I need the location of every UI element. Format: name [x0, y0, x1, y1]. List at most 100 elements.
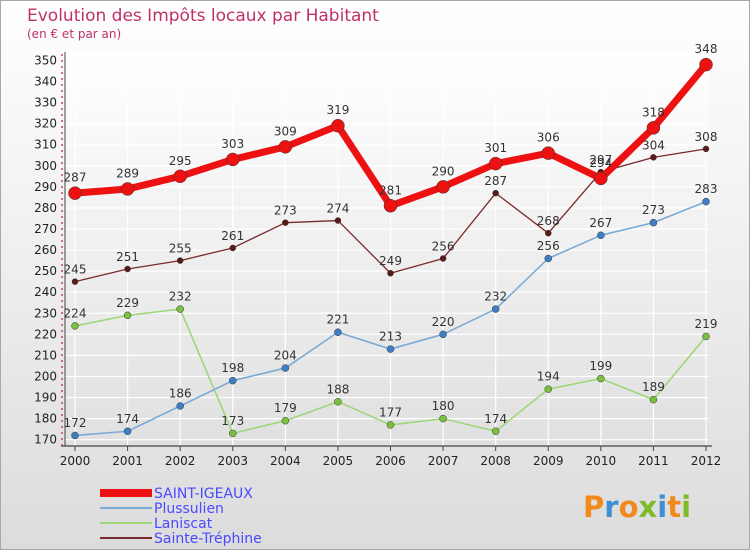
data-label-sainte-trephine: 304 — [642, 138, 665, 152]
data-label-sainte-trephine: 268 — [537, 214, 560, 228]
x-tick-labels: 2000 2001 2002 2003 2004 2005 2006 2007 2008 2009… — [60, 446, 721, 468]
y-tick-label: 190 — [34, 391, 57, 405]
y-tick-label: 210 — [34, 348, 57, 362]
logo-letter: t — [667, 490, 681, 524]
chart-title: Evolution des Impôts locaux par Habitant — [27, 6, 379, 26]
data-label-sainte-trephine: 297 — [589, 153, 612, 167]
data-point-sainte-trephine — [650, 154, 657, 161]
data-label-saint-igeaux: 295 — [169, 154, 192, 168]
data-point-laniscat — [334, 398, 342, 406]
x-tick-label: 2010 — [586, 454, 617, 468]
y-tick-label: 350 — [34, 53, 57, 67]
y-tick-labels: 170 180 190 200 210 220 230 240 250 260 270 280 290 3… — [34, 53, 57, 446]
data-point-laniscat — [281, 416, 290, 425]
data-label-plussulien: 213 — [379, 330, 402, 344]
data-label-laniscat: 177 — [379, 405, 402, 419]
data-label-sainte-trephine: 261 — [221, 229, 244, 243]
data-point-saint-igeaux — [594, 171, 608, 186]
data-point-saint-igeaux — [699, 57, 713, 72]
data-point-saint-igeaux — [436, 180, 450, 194]
data-point-laniscat — [491, 427, 500, 436]
chart-subtitle: (en € et par an) — [27, 27, 121, 41]
data-point-plussulien — [123, 427, 132, 436]
data-point-plussulien — [281, 364, 290, 372]
data-label-laniscat: 229 — [116, 296, 139, 310]
y-tick-label: 310 — [34, 138, 57, 152]
data-point-saint-igeaux — [383, 199, 398, 213]
data-label-saint-igeaux: 318 — [642, 105, 665, 119]
data-point-laniscat — [649, 395, 658, 404]
data-point-laniscat — [229, 429, 237, 438]
series-plussulien — [71, 197, 710, 440]
data-point-saint-igeaux — [541, 146, 555, 160]
data-point-saint-igeaux — [331, 118, 345, 133]
data-label-plussulien: 283 — [695, 182, 718, 196]
y-tick-label: 240 — [34, 285, 57, 299]
y-tick-label: 220 — [34, 327, 57, 341]
x-tick-label: 2006 — [375, 454, 406, 468]
y-tick-label: 320 — [34, 117, 57, 131]
data-label-sainte-trephine: 251 — [116, 250, 139, 264]
data-label-laniscat: 189 — [642, 380, 665, 394]
data-point-sainte-trephine — [492, 189, 499, 197]
data-label-sainte-trephine: 308 — [695, 130, 718, 144]
data-point-laniscat — [702, 332, 710, 341]
x-tick-label: 2009 — [533, 454, 564, 468]
logo-letter: i — [681, 490, 691, 524]
data-point-laniscat — [71, 322, 79, 330]
series-saint-igeaux — [68, 57, 713, 213]
data-label-saint-igeaux: 303 — [221, 137, 244, 151]
data-label-plussulien: 186 — [169, 386, 192, 400]
data-label-plussulien: 172 — [64, 416, 87, 430]
data-label-saint-igeaux: 319 — [326, 103, 349, 117]
data-point-plussulien — [439, 330, 447, 339]
legend-label-plussulien: Plussulien — [154, 501, 224, 517]
data-label-saint-igeaux: 287 — [64, 171, 87, 185]
data-point-sainte-trephine — [702, 145, 710, 153]
data-label-laniscat: 179 — [274, 401, 297, 415]
logo-letter: o — [619, 490, 639, 524]
logo-letter: P — [583, 490, 604, 524]
data-point-sainte-trephine — [229, 244, 236, 252]
grid-lines — [65, 52, 709, 446]
data-point-saint-igeaux — [646, 121, 661, 135]
data-point-sainte-trephine — [71, 278, 79, 285]
data-label-saint-igeaux: 306 — [537, 131, 560, 145]
data-point-laniscat — [544, 385, 552, 393]
plot-area — [65, 52, 709, 446]
data-point-sainte-trephine — [545, 229, 552, 237]
data-point-plussulien — [71, 431, 79, 440]
x-tick-label: 2008 — [480, 454, 511, 468]
data-point-saint-igeaux — [226, 152, 240, 167]
y-tick-label: 270 — [34, 222, 57, 236]
data-label-plussulien: 256 — [537, 239, 560, 253]
y-tick-label: 260 — [34, 243, 57, 257]
data-label-sainte-trephine: 256 — [432, 239, 455, 253]
data-label-saint-igeaux: 348 — [695, 42, 718, 56]
data-point-plussulien — [229, 376, 237, 385]
x-tick-label: 2002 — [165, 454, 196, 468]
data-label-sainte-trephine: 274 — [326, 202, 349, 216]
y-tick-label: 300 — [34, 159, 57, 173]
proxiti-logo: Proxiti — [583, 490, 691, 524]
series-laniscat — [71, 305, 710, 438]
data-point-plussulien — [334, 328, 342, 336]
y-tick-label: 180 — [34, 412, 57, 426]
x-tick-label: 2007 — [428, 454, 459, 468]
data-label-plussulien: 232 — [484, 290, 507, 304]
data-point-saint-igeaux — [120, 182, 135, 196]
y-tick-label: 200 — [34, 369, 57, 383]
data-label-sainte-trephine: 255 — [169, 242, 192, 256]
logo-letter: i — [657, 490, 667, 524]
data-label-laniscat: 224 — [64, 306, 87, 320]
data-point-saint-igeaux — [278, 140, 293, 154]
series-layer — [68, 57, 713, 440]
data-label-laniscat: 174 — [484, 412, 507, 426]
data-point-laniscat — [176, 305, 184, 313]
data-label-laniscat: 180 — [432, 399, 455, 413]
y-tick-label: 250 — [34, 264, 57, 278]
data-label-laniscat: 173 — [221, 414, 244, 428]
legend-label-saint-igeaux: SAINT-IGEAUX — [154, 486, 253, 502]
data-point-sainte-trephine — [334, 217, 342, 224]
